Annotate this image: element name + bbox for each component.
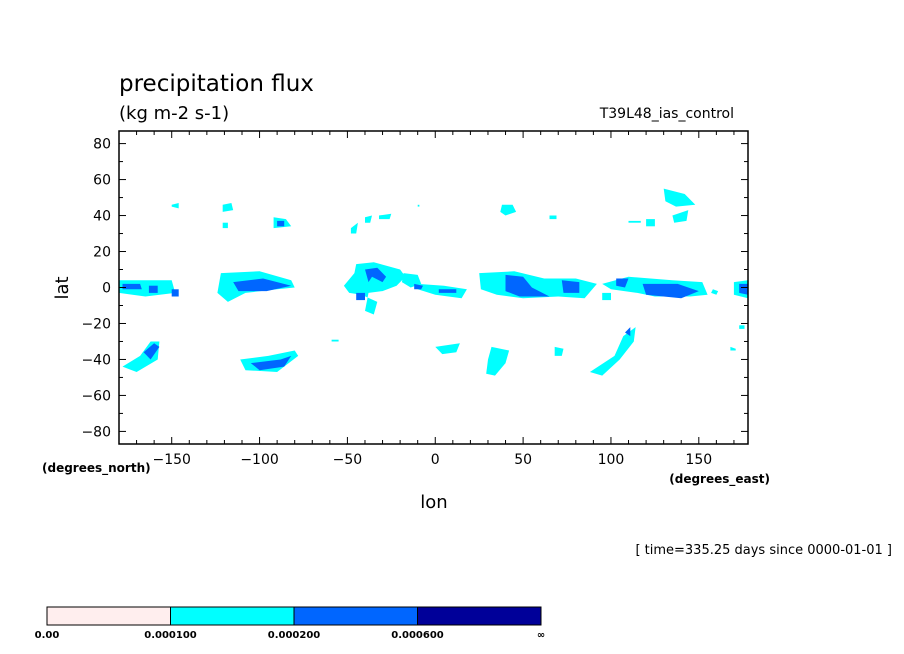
y-tick-label: −40 xyxy=(81,352,111,368)
legend-label-3: 0.000600 xyxy=(391,630,444,641)
precip-region-31 xyxy=(486,346,510,376)
plot-area xyxy=(119,188,748,376)
y-tick-label: 60 xyxy=(93,173,111,189)
precip-region-8 xyxy=(277,220,285,227)
x-tick-label: 0 xyxy=(431,452,440,468)
precip-region-10 xyxy=(233,278,292,292)
x-axis: −150 −100 −50 0 50 100 150 xyxy=(136,131,735,468)
precip-region-3 xyxy=(171,289,179,297)
colorbar-legend: 0.00 0.000100 0.000200 0.000600 ∞ xyxy=(35,606,545,641)
precip-region-15 xyxy=(350,222,358,234)
precip-region-45 xyxy=(739,283,748,295)
legend-swatch-1 xyxy=(170,606,295,626)
precip-region-24 xyxy=(414,283,423,290)
legend-label-0: 0.00 xyxy=(35,630,60,641)
y-axis-title: lat xyxy=(52,276,73,299)
precip-region-17 xyxy=(379,213,392,220)
precip-region-29 xyxy=(505,274,550,297)
precip-region-41 xyxy=(672,210,689,223)
legend-label-4: ∞ xyxy=(537,630,545,641)
x-axis-title: lon xyxy=(420,492,447,513)
precip-region-21 xyxy=(417,204,420,207)
x-tick-label: 50 xyxy=(514,452,532,468)
precip-region-33 xyxy=(549,215,557,220)
precip-region-42 xyxy=(646,219,655,227)
precip-region-36 xyxy=(642,283,699,299)
precip-region-30 xyxy=(561,280,580,293)
precip-region-27 xyxy=(500,204,517,216)
precip-region-22 xyxy=(401,273,422,288)
x-units-label: (degrees_east) xyxy=(669,472,770,487)
precip-region-35 xyxy=(616,278,629,288)
precip-region-32 xyxy=(554,346,564,356)
precip-region-6 xyxy=(222,222,228,229)
precip-region-18 xyxy=(343,262,406,315)
y-units-label: (degrees_north) xyxy=(42,461,151,476)
y-tick-label: 20 xyxy=(93,245,111,261)
precip-region-25 xyxy=(438,289,457,293)
legend-label-1: 0.000100 xyxy=(144,630,197,641)
precip-region-43 xyxy=(628,220,641,223)
legend-swatch-2 xyxy=(293,606,418,626)
y-tick-label: −60 xyxy=(81,388,111,404)
y-tick-label: −20 xyxy=(81,316,111,332)
y-tick-label: 80 xyxy=(93,137,111,153)
chart-units: (kg m-2 s-1) xyxy=(119,103,229,124)
precip-region-19 xyxy=(365,267,387,283)
y-tick-label: 0 xyxy=(102,281,111,297)
x-tick-label: −50 xyxy=(333,452,363,468)
y-tick-label: 40 xyxy=(93,209,111,225)
x-tick-label: −100 xyxy=(240,452,278,468)
legend-label-2: 0.000200 xyxy=(268,630,321,641)
precip-region-48 xyxy=(730,346,736,351)
precip-region-39 xyxy=(625,327,631,337)
precip-region-1 xyxy=(122,283,142,290)
precip-region-4 xyxy=(171,203,179,209)
legend-swatch-3 xyxy=(417,606,542,626)
x-tick-label: 150 xyxy=(685,452,712,468)
run-label: T39L48_ias_control xyxy=(599,106,734,122)
precip-region-14 xyxy=(250,355,292,371)
y-tick-label: −80 xyxy=(81,424,111,440)
precip-region-37 xyxy=(602,292,611,301)
precip-region-12 xyxy=(143,343,160,360)
precip-region-20 xyxy=(356,292,365,301)
precip-region-38 xyxy=(589,327,636,376)
precip-region-47 xyxy=(331,339,339,342)
precip-region-5 xyxy=(222,203,234,212)
x-tick-label: 100 xyxy=(598,452,625,468)
precip-region-16 xyxy=(365,215,372,223)
time-label: [ time=335.25 days since 0000-01-01 ] xyxy=(635,543,892,558)
x-tick-label: −150 xyxy=(152,452,190,468)
chart-title: precipitation flux xyxy=(119,71,314,97)
precip-region-26 xyxy=(435,343,460,355)
precip-region-46 xyxy=(711,289,719,295)
precip-region-40 xyxy=(663,188,696,207)
legend-swatch-0 xyxy=(46,606,171,626)
precip-region-49 xyxy=(739,325,745,329)
precip-region-2 xyxy=(148,285,158,293)
y-axis: 80 60 40 20 0 −20 −40 −60 −80 xyxy=(81,137,748,440)
